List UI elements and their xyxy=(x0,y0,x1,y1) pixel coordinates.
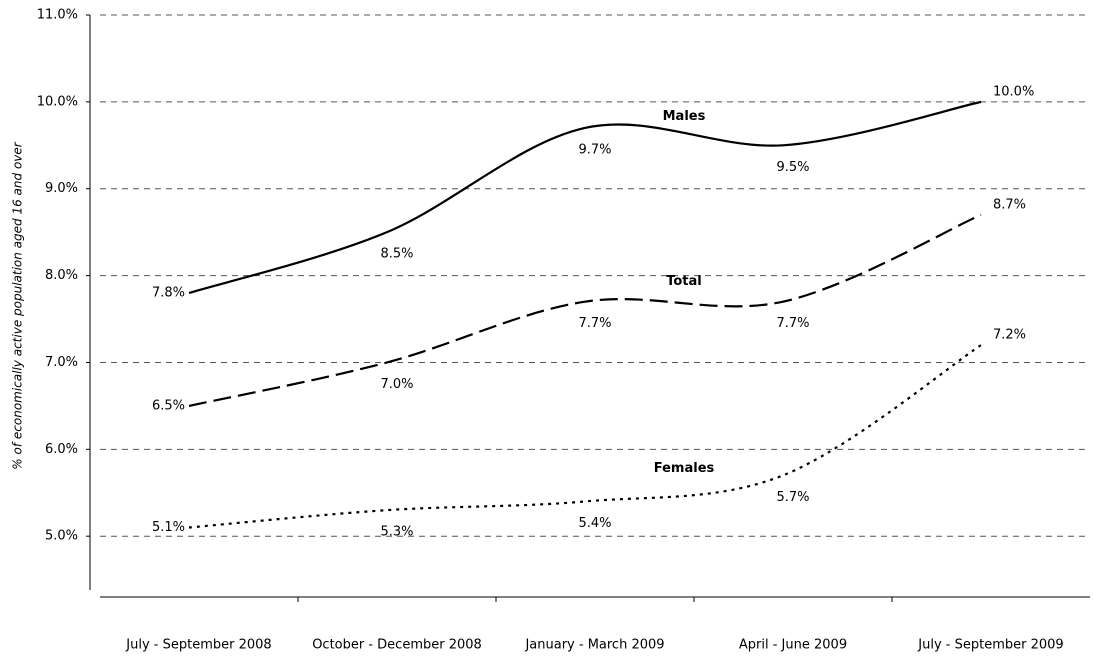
x-tick-label: July - September 2009 xyxy=(917,638,1063,653)
value-label: 7.8% xyxy=(152,285,185,300)
series-line xyxy=(188,213,982,407)
series-label: Males xyxy=(663,109,706,124)
value-label: 8.5% xyxy=(380,247,413,262)
series-label: Total xyxy=(666,274,702,289)
y-tick-label: 10.0% xyxy=(37,94,78,109)
value-label: 10.0% xyxy=(993,84,1034,99)
value-label: 8.7% xyxy=(993,197,1026,212)
value-label: 9.7% xyxy=(578,142,611,157)
y-axis-title: % of economically active population aged… xyxy=(11,141,25,469)
series-line xyxy=(188,344,982,529)
x-tick-label: January - March 2009 xyxy=(524,638,664,653)
value-label: 5.1% xyxy=(152,520,185,535)
x-tick-label: October - December 2008 xyxy=(312,638,482,653)
value-label: 5.7% xyxy=(776,490,809,505)
y-tick-label: 7.0% xyxy=(45,355,78,370)
y-tick-label: 9.0% xyxy=(45,181,78,196)
y-tick-label: 5.0% xyxy=(45,529,78,544)
x-tick-label: April - June 2009 xyxy=(739,638,847,653)
value-label: 7.0% xyxy=(380,377,413,392)
series-line xyxy=(188,100,982,295)
series-label: Females xyxy=(654,461,715,476)
value-label: 5.3% xyxy=(380,525,413,540)
y-tick-label: 11.0% xyxy=(37,8,78,23)
value-label: 7.2% xyxy=(993,328,1026,343)
y-tick-label: 6.0% xyxy=(45,442,78,457)
value-label: 7.7% xyxy=(578,316,611,331)
value-label: 5.4% xyxy=(578,516,611,531)
value-label: 6.5% xyxy=(152,398,185,413)
value-label: 7.7% xyxy=(776,316,809,331)
y-tick-label: 8.0% xyxy=(45,268,78,283)
value-label: 9.5% xyxy=(776,160,809,175)
x-tick-label: July - September 2008 xyxy=(125,638,271,653)
